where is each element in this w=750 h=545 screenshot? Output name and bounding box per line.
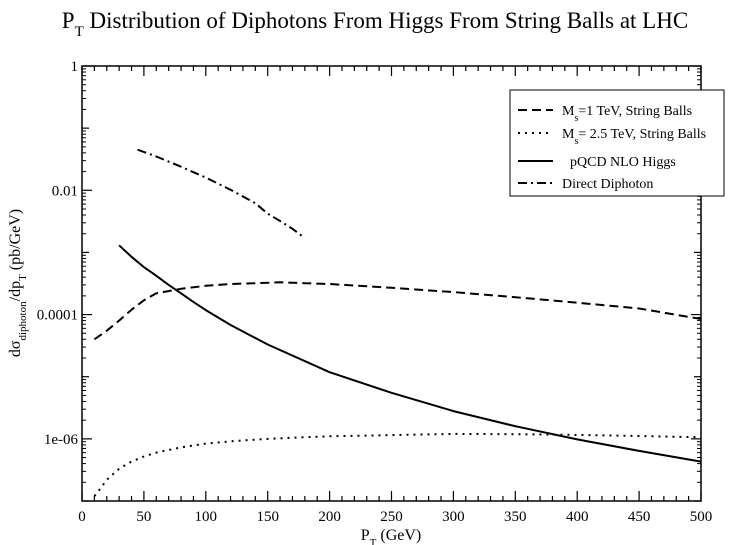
x-axis-ticks: 0 50 100 150 200 250 300 350 400 450 500 bbox=[78, 66, 712, 525]
series-line-1 bbox=[93, 432, 702, 497]
x-tick-label: 350 bbox=[504, 509, 527, 525]
series-group bbox=[93, 148, 702, 497]
y-tick-label: 0.01 bbox=[52, 183, 78, 199]
y-tick-label: 1 bbox=[71, 59, 79, 75]
x-axis-label: PT (GeV) bbox=[361, 527, 422, 545]
legend-label-1: Ms= 2.5 TeV, String Balls bbox=[562, 127, 706, 147]
x-tick-label: 150 bbox=[256, 509, 279, 525]
x-tick-label: 200 bbox=[318, 509, 341, 525]
x-tick-label: 100 bbox=[195, 509, 218, 525]
legend-box bbox=[509, 89, 725, 197]
legend: Ms=1 TeV, String Balls Ms= 2.5 TeV, Stri… bbox=[509, 89, 725, 197]
legend-label-3: Direct Diphoton bbox=[562, 177, 653, 192]
legend-label-0: Ms=1 TeV, String Balls bbox=[562, 104, 692, 124]
series-line-0 bbox=[93, 281, 702, 341]
y-axis-ticks: 1e-06 0.0001 0.01 1 bbox=[37, 59, 701, 502]
x-tick-label: 250 bbox=[380, 509, 403, 525]
x-tick-label: 0 bbox=[78, 509, 86, 525]
y-tick-label: 0.0001 bbox=[37, 308, 78, 324]
series-line-2 bbox=[118, 244, 702, 463]
x-tick-label: 50 bbox=[136, 509, 151, 525]
x-tick-label: 500 bbox=[690, 509, 713, 525]
legend-label-2: pQCD NLO Higgs bbox=[570, 155, 676, 170]
y-axis-label: dσdiphoton/dpT (pb/GeV) bbox=[7, 209, 29, 357]
y-tick-label: 1e-06 bbox=[44, 432, 79, 448]
chart-title: PT Distribution of Diphotons From Higgs … bbox=[62, 8, 688, 40]
x-tick-label: 450 bbox=[628, 509, 651, 525]
x-tick-label: 300 bbox=[442, 509, 465, 525]
series-line-3 bbox=[137, 148, 306, 239]
x-tick-label: 400 bbox=[566, 509, 589, 525]
